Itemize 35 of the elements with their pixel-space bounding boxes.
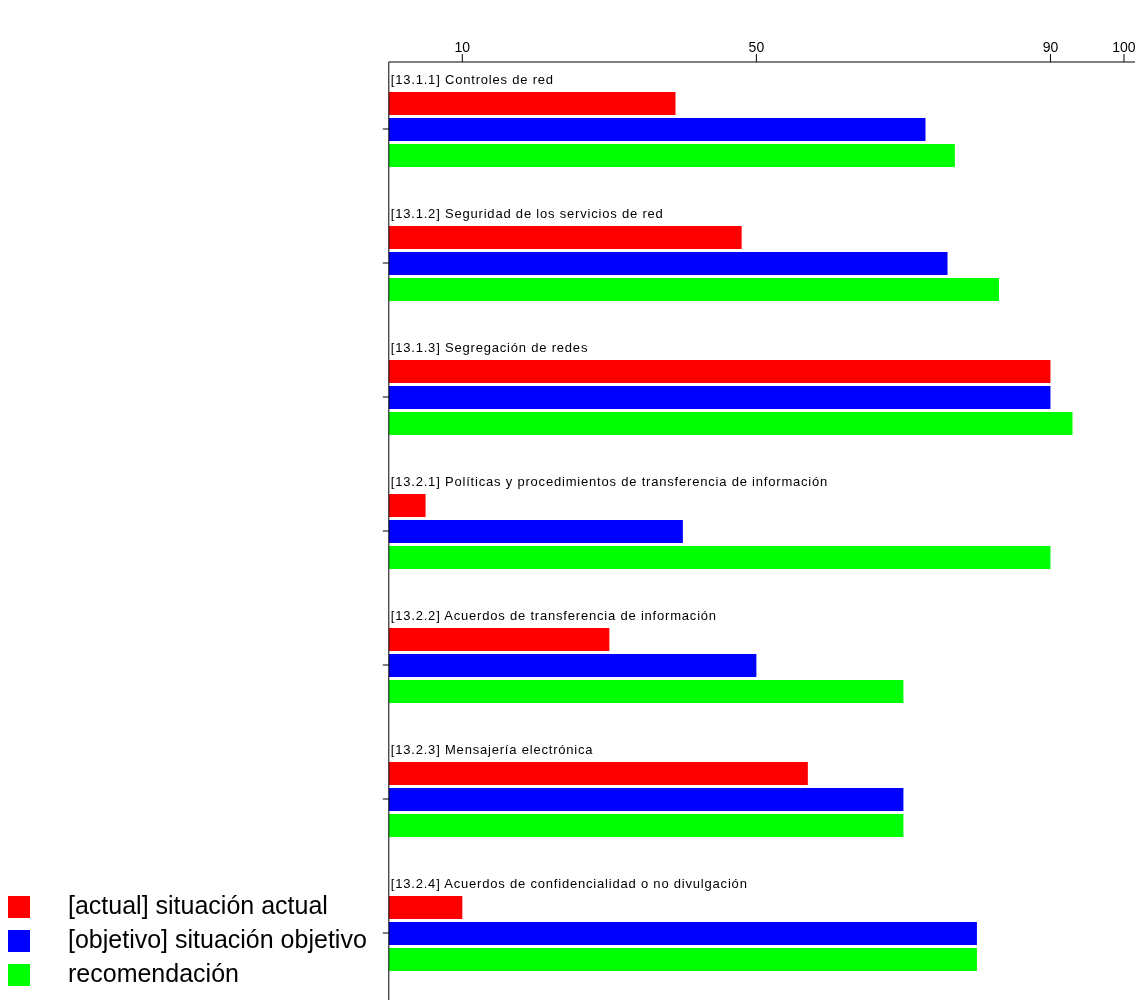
bar (388, 360, 1051, 383)
bar (388, 412, 1073, 435)
y-tick-label: [13.1.2] Seguridad de los servicios de red (390, 206, 664, 221)
bar (388, 144, 955, 167)
bar (388, 628, 610, 651)
bar (388, 546, 1051, 569)
legend-label: [objetivo] situación objetivo (68, 925, 367, 953)
bar (388, 922, 977, 945)
bar (388, 386, 1051, 409)
bar (388, 948, 977, 971)
y-tick-label: [13.1.3] Segregación de redes (390, 340, 589, 355)
legend-label: [actual] situación actual (68, 891, 328, 919)
bar (388, 814, 904, 837)
y-tick-label: [13.2.1] Políticas y procedimientos de transferencia de información (390, 474, 829, 489)
bar (388, 896, 463, 919)
bar (388, 520, 683, 543)
bar (388, 680, 904, 703)
bar (388, 788, 904, 811)
legend-label: recomendación (68, 959, 239, 987)
bar (388, 654, 757, 677)
bar (388, 252, 948, 275)
bar (388, 278, 999, 301)
bar (388, 118, 926, 141)
y-tick-label: [13.2.4] Acuerdos de confidencialidad o no divulgación (390, 876, 748, 891)
bar (388, 494, 426, 517)
x-tick-label: 100 (1112, 39, 1136, 55)
y-tick-label: [13.2.2] Acuerdos de transferencia de información (390, 608, 717, 623)
bar (388, 92, 676, 115)
x-tick-label: 10 (454, 39, 471, 55)
y-tick-label: [13.2.3] Mensajería electrónica (390, 742, 594, 757)
x-tick-label: 90 (1042, 39, 1059, 55)
y-tick-label: [13.1.1] Controles de red (390, 72, 554, 87)
x-tick-label: 50 (748, 39, 765, 55)
bar (388, 226, 742, 249)
bar (388, 762, 808, 785)
